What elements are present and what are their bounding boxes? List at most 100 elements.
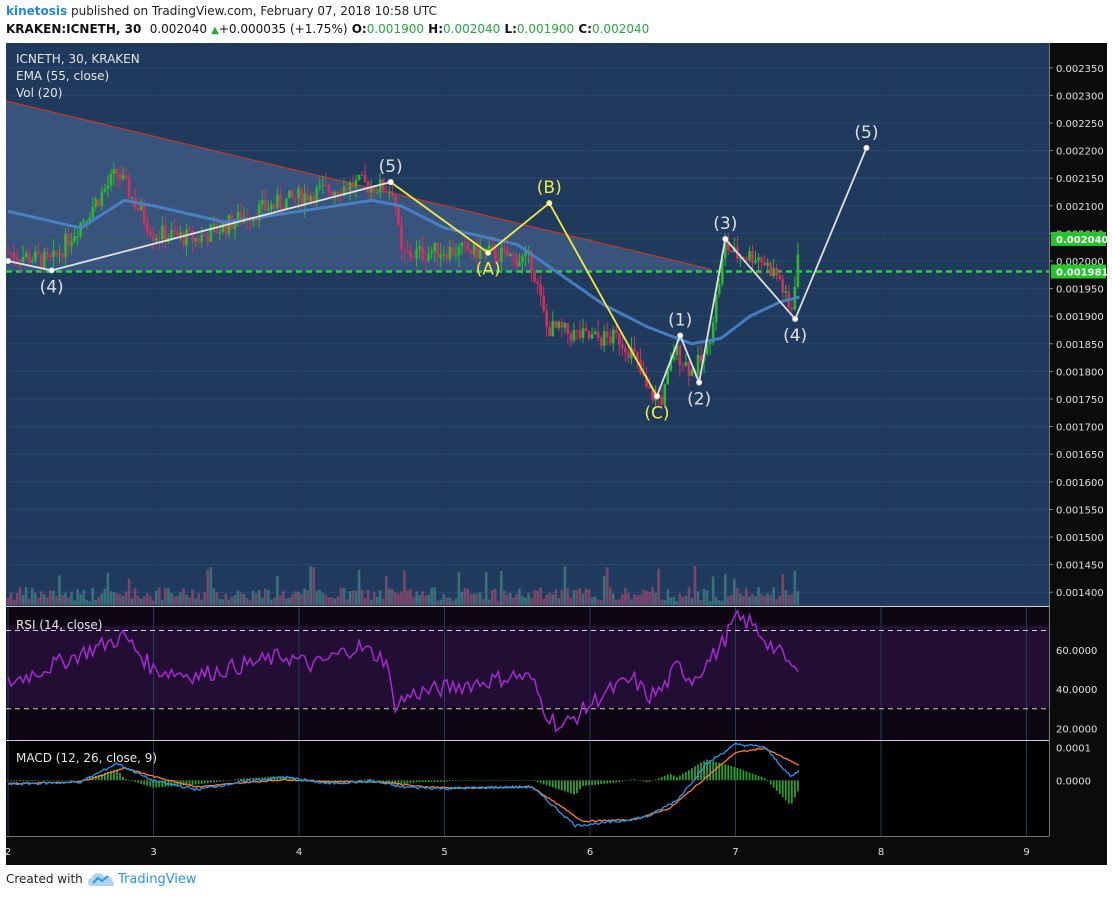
macd-histogram-bar xyxy=(412,780,415,783)
candle-body xyxy=(173,230,176,233)
macd-histogram-bar xyxy=(476,780,478,781)
tradingview-cloud-icon[interactable] xyxy=(88,871,114,889)
candle-body xyxy=(778,275,782,280)
volume-bar xyxy=(672,597,676,605)
volume-bar xyxy=(639,594,642,605)
macd-histogram-bar xyxy=(591,780,593,786)
candle-body xyxy=(596,331,600,338)
candle-body xyxy=(263,200,267,211)
candle-body xyxy=(36,251,40,255)
candle-body xyxy=(236,212,240,223)
volume-bar xyxy=(684,596,688,605)
chart-svg[interactable]: (A) (B) (C) (4) (5) (1) (2) (3) (4) (5) 0.002350 0… xyxy=(5,43,1109,865)
volume-bar xyxy=(179,592,182,605)
candle-body xyxy=(463,243,467,245)
wave-label: (1) xyxy=(668,311,692,331)
candle-body xyxy=(460,243,464,247)
macd-histogram-bar xyxy=(612,780,615,783)
author-link[interactable]: kinetosis xyxy=(6,4,68,18)
volume-bar xyxy=(85,599,88,605)
volume-bar xyxy=(118,593,122,605)
candle-body xyxy=(578,330,582,339)
low-label: L: xyxy=(504,22,517,36)
volume-bar xyxy=(657,568,660,605)
macd-histogram-bar xyxy=(727,765,730,781)
macd-histogram-bar xyxy=(787,780,790,804)
volume-bar xyxy=(139,598,143,605)
volume-bar xyxy=(690,598,694,605)
volume-bar xyxy=(418,595,421,605)
time-axis[interactable]: 2 3 4 5 6 7 8 9 xyxy=(5,847,1030,858)
candle-body xyxy=(748,251,751,261)
macd-histogram-bar xyxy=(524,780,527,781)
candle-body xyxy=(681,365,685,367)
volume-bar xyxy=(484,572,488,605)
volume-bar xyxy=(206,569,210,605)
volume-bar xyxy=(633,594,636,605)
volume-bar xyxy=(539,587,542,605)
candle-body xyxy=(170,230,173,239)
volume-bar xyxy=(242,594,246,605)
volume-bar xyxy=(76,589,79,605)
macd-histogram-bar xyxy=(470,780,472,781)
macd-histogram-bar xyxy=(488,779,491,781)
macd-histogram-bar xyxy=(170,780,173,787)
volume-bar xyxy=(442,594,446,605)
wave-impulse-point xyxy=(863,144,870,151)
macd-histogram-bar xyxy=(688,770,690,781)
candle-body xyxy=(757,257,760,261)
macd-histogram-bar xyxy=(736,767,739,781)
candle-body xyxy=(784,291,788,293)
macd-histogram-bar xyxy=(585,780,587,786)
volume-bar xyxy=(15,593,19,605)
candle-body xyxy=(739,257,742,259)
tradingview-link[interactable]: TradingView xyxy=(118,872,197,887)
volume-bar xyxy=(669,597,673,605)
volume-bar xyxy=(191,589,194,605)
wave-label: (C) xyxy=(644,403,669,423)
candle-body xyxy=(381,179,385,192)
macd-histogram-bar xyxy=(13,780,15,782)
macd-histogram-bar xyxy=(418,780,421,783)
volume-bar xyxy=(124,591,128,605)
volume-bar xyxy=(127,578,131,605)
candle-body xyxy=(615,329,618,334)
volume-bar xyxy=(542,598,545,605)
macd-histogram-bar xyxy=(137,780,140,783)
macd-histogram-bar xyxy=(458,780,460,781)
macd-histogram-bar xyxy=(636,779,639,781)
candle-body xyxy=(224,222,228,234)
candle-body xyxy=(55,250,58,255)
volume-bar xyxy=(70,591,73,605)
volume-bar xyxy=(611,593,615,605)
candle-body xyxy=(475,242,479,259)
macd-histogram-bar xyxy=(763,778,766,781)
candle-body xyxy=(648,386,651,389)
elliott-waves[interactable]: (A) (B) (C) (4) (5) (1) (2) (3) (4) (5) xyxy=(5,123,878,423)
price-tag-bg xyxy=(1051,264,1106,279)
volume-bar xyxy=(182,588,185,605)
macd-histogram-bar xyxy=(258,777,261,781)
chart-area[interactable]: (A) (B) (C) (4) (5) (1) (2) (3) (4) (5) 0.002350 0… xyxy=(5,43,1109,865)
volume-bar xyxy=(306,589,309,605)
volume-bar xyxy=(161,599,164,605)
macd-histogram-bar xyxy=(648,780,651,782)
candle-body xyxy=(285,198,288,211)
volume-bar xyxy=(173,596,176,605)
macd-histogram-bar xyxy=(212,780,215,783)
price-tags: 0.002040 0.001981 xyxy=(1051,231,1109,279)
candle-body xyxy=(624,347,627,353)
volume-bar xyxy=(385,575,388,605)
candle-body xyxy=(496,259,500,262)
candle-body xyxy=(52,250,55,258)
macd-histogram-bar xyxy=(482,780,485,781)
macd-histogram-bar xyxy=(527,780,530,781)
candle-body xyxy=(9,252,13,254)
candle-body xyxy=(112,169,116,174)
rsi-axis: 60.0000 40.0000 20.0000 xyxy=(1056,646,1097,735)
wave-impulse-point xyxy=(48,267,55,274)
candle-body xyxy=(675,345,679,356)
macd-histogram-bar xyxy=(739,769,742,781)
candle-body xyxy=(276,194,279,208)
volume-bar xyxy=(91,587,95,605)
